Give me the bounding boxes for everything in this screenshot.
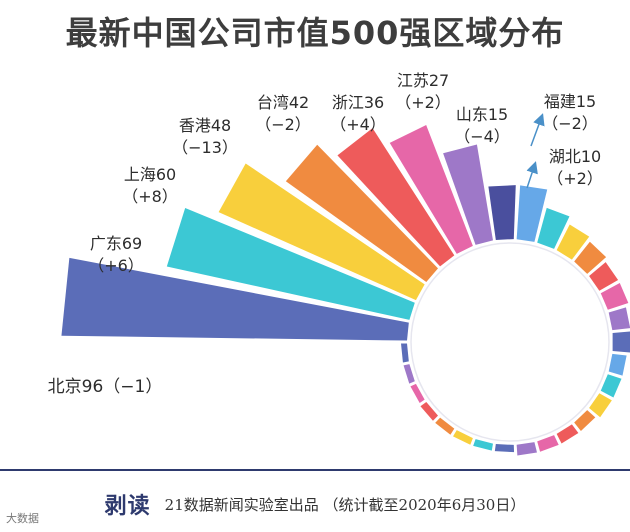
福建-label: 福建15	[544, 92, 596, 111]
湖北-pointer	[526, 161, 538, 189]
minor-region-16-bar	[453, 430, 473, 445]
香港-label: 香港48	[179, 116, 231, 135]
minor-region-12-bar	[537, 435, 559, 452]
湖北-change-label: （+2）	[547, 169, 603, 188]
corner-watermark: 大数据	[6, 512, 39, 525]
浙江-label: 浙江36	[332, 93, 384, 112]
广东-bar	[166, 207, 415, 320]
minor-region-9-bar	[589, 393, 612, 418]
minor-region-20-bar	[403, 364, 415, 384]
footer-divider	[0, 469, 630, 471]
minor-region-2-bar	[574, 241, 607, 274]
minor-region-21-bar	[401, 343, 409, 363]
brand-logo: 剥读	[104, 494, 151, 519]
湖北-label: 湖北10	[549, 147, 601, 166]
上海-bar	[218, 163, 425, 301]
footer: 剥读 21数据新闻实验室出品 （统计截至2020年6月30日）	[0, 484, 630, 524]
minor-region-5-bar	[608, 307, 630, 331]
minor-region-3-bar	[589, 262, 619, 291]
minor-region-6-bar	[612, 331, 630, 353]
minor-region-8-bar	[600, 374, 622, 398]
上海-label: 上海60	[124, 165, 176, 184]
minor-region-4-bar	[600, 283, 629, 310]
minor-region-18-bar	[420, 402, 439, 421]
台湾-change-label: （−2）	[255, 115, 311, 134]
福建-change-label: （−2）	[542, 114, 598, 133]
labels-group: 北京96（−1） 广东69 （+6） 上海60 （+8） 香港48 （−13） 台湾42 （−2…	[48, 71, 603, 397]
广东-change-label: （+6）	[88, 256, 144, 275]
浙江-bar	[389, 125, 473, 254]
浙江-change-label: （+4）	[330, 115, 386, 134]
北京-label: 北京96（−1）	[48, 377, 163, 397]
台湾-bar	[337, 128, 455, 267]
山东-bar	[488, 185, 516, 240]
minor-region-1-bar	[556, 224, 590, 260]
北京-bar	[61, 257, 409, 341]
江苏-change-label: （+2）	[395, 93, 451, 112]
chart-title: 最新中国公司市值500强区域分布	[65, 14, 565, 52]
福建-pointer	[530, 113, 545, 147]
inner-ring	[410, 242, 610, 442]
上海-change-label: （+8）	[122, 187, 178, 206]
台湾-label: 台湾42	[257, 93, 309, 112]
bars-group	[61, 125, 630, 456]
minor-region-11-bar	[556, 424, 579, 444]
湖北-bar	[537, 207, 570, 249]
广东-label: 广东69	[90, 234, 142, 253]
minor-region-15-bar	[473, 439, 493, 451]
minor-region-19-bar	[410, 383, 425, 404]
香港-bar	[285, 144, 439, 282]
radial-bar-chart: 北京96（−1） 广东69 （+6） 上海60 （+8） 香港48 （−13） 台湾42 （−2…	[48, 71, 630, 456]
minor-region-7-bar	[608, 353, 627, 376]
福建-bar	[516, 185, 548, 242]
山东-label: 山东15	[456, 105, 508, 124]
江苏-label: 江苏27	[397, 71, 449, 90]
minor-region-10-bar	[574, 410, 596, 432]
source-note: 21数据新闻实验室出品 （统计截至2020年6月30日）	[164, 495, 526, 514]
minor-region-17-bar	[435, 417, 455, 435]
香港-change-label: （−13）	[172, 138, 238, 157]
minor-region-14-bar	[494, 444, 515, 453]
江苏-bar	[443, 144, 493, 245]
山东-change-label: （−4）	[454, 127, 510, 146]
minor-region-13-bar	[516, 442, 537, 456]
